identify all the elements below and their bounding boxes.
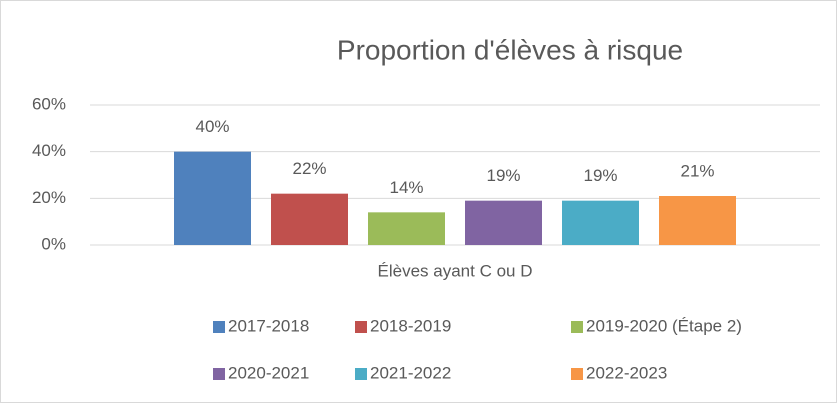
data-label: 40% <box>195 117 229 136</box>
bar <box>271 193 348 245</box>
bar <box>562 200 639 245</box>
y-tick-label: 40% <box>32 141 66 160</box>
data-label: 19% <box>583 166 617 185</box>
legend-swatch <box>213 321 225 333</box>
legend-label: 2021-2022 <box>370 363 451 382</box>
legend-label: 2018-2019 <box>370 316 451 335</box>
legend-label: 2022-2023 <box>586 363 667 382</box>
legend-swatch <box>571 368 583 380</box>
chart-title: Proportion d'élèves à risque <box>337 34 683 65</box>
bar <box>174 151 251 245</box>
legend-swatch <box>571 321 583 333</box>
legend-label: 2019-2020 (Étape 2) <box>586 316 742 335</box>
data-label: 22% <box>292 159 326 178</box>
legend-swatch <box>355 321 367 333</box>
x-tick-label: Élèves ayant C ou D <box>378 261 533 280</box>
legend-label: 2017-2018 <box>228 316 309 335</box>
bar <box>659 196 736 245</box>
bar <box>368 212 445 245</box>
legend-swatch <box>355 368 367 380</box>
data-label: 14% <box>389 178 423 197</box>
data-label: 19% <box>486 166 520 185</box>
y-tick-label: 60% <box>32 94 66 113</box>
y-tick-label: 20% <box>32 188 66 207</box>
y-tick-label: 0% <box>41 234 66 253</box>
legend-swatch <box>213 368 225 380</box>
data-label: 21% <box>680 161 714 180</box>
bar <box>465 200 542 245</box>
legend-label: 2020-2021 <box>228 363 309 382</box>
